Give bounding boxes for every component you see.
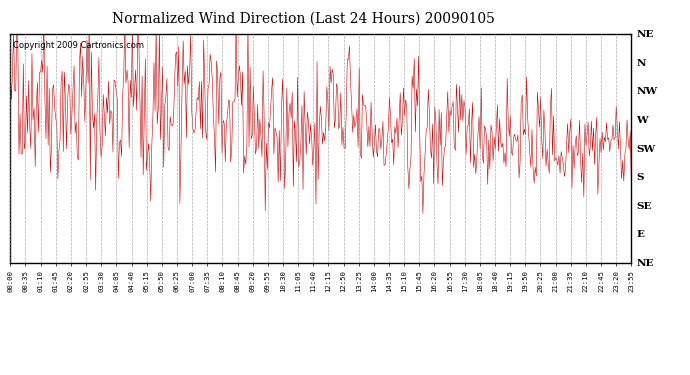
Text: Normalized Wind Direction (Last 24 Hours) 20090105: Normalized Wind Direction (Last 24 Hours… bbox=[112, 11, 495, 25]
Text: Copyright 2009 Cartronics.com: Copyright 2009 Cartronics.com bbox=[14, 40, 144, 50]
